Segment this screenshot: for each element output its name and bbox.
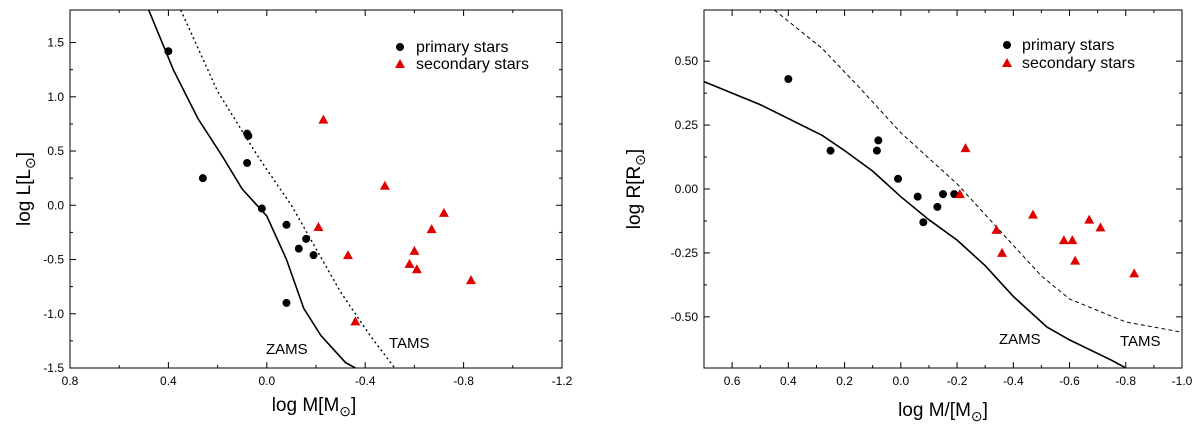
- y-tick-label: 0.50: [675, 54, 699, 68]
- secondary-star-point: [991, 224, 1002, 234]
- primary-star-point: [302, 234, 311, 243]
- left-legend-primary-marker: [396, 43, 404, 51]
- left-legend-primary-label: primary stars: [416, 39, 508, 56]
- x-tick-label: -0.4: [355, 374, 376, 388]
- y-tick-label: 0.5: [47, 144, 64, 158]
- left-tams-label: TAMS: [389, 335, 430, 352]
- primary-star-point: [164, 47, 173, 56]
- right-ticks: 0.6 0.4 0.2 0.0 -0.2 -0.4 -0.6 -0.8 -1.0 0.50 0.25…: [671, 10, 1193, 388]
- right-legend-secondary-label: secondary stars: [1022, 55, 1135, 72]
- secondary-star-point: [318, 114, 329, 124]
- x-tick-label: -0.8: [1115, 374, 1136, 388]
- x-tick-label: 0.4: [160, 374, 177, 388]
- x-tick-label: 0.0: [892, 374, 909, 388]
- y-tick-label: -1.5: [43, 361, 64, 375]
- x-tick-label: -1.0: [1172, 374, 1193, 388]
- secondary-star-point: [411, 264, 422, 274]
- primary-star-point: [257, 204, 266, 213]
- right-legend-primary-marker: [1003, 41, 1011, 49]
- right-zams-curve: [704, 80, 1127, 368]
- secondary-star-point: [1095, 222, 1106, 232]
- secondary-star-point: [1070, 255, 1081, 265]
- primary-star-point: [243, 158, 252, 167]
- x-tick-label: 0.2: [836, 374, 853, 388]
- secondary-star-point: [997, 247, 1008, 257]
- y-tick-label: -0.50: [671, 310, 699, 324]
- primary-star-point: [874, 136, 883, 145]
- primary-star-point: [872, 146, 881, 155]
- secondary-star-point: [1084, 214, 1095, 224]
- left-ticks: 0.8 0.4 0.0 -0.4 -0.8 -1.2 1.5 1.0 0.5 0.0 -0.5 -1.…: [43, 10, 573, 388]
- secondary-star-point: [465, 275, 476, 285]
- x-tick-label: -0.4: [1003, 374, 1024, 388]
- secondary-star-point: [960, 143, 971, 153]
- primary-star-point: [894, 174, 903, 183]
- left-legend-secondary-marker: [395, 59, 405, 68]
- right-tams-curve: [773, 10, 1182, 333]
- left-chart: 0.8 0.4 0.0 -0.4 -0.8 -1.2 1.5 1.0 0.5 0.0 -0.5 -1.…: [14, 9, 573, 419]
- left-x-axis-label: log M[M⊙]: [272, 395, 357, 419]
- secondary-star-point: [313, 221, 324, 231]
- primary-star-point: [933, 202, 942, 211]
- primary-star-point: [939, 190, 947, 199]
- y-tick-label: -1.0: [43, 307, 64, 321]
- primary-star-point: [198, 174, 207, 183]
- primary-star-point: [282, 298, 291, 307]
- x-tick-label: -1.2: [552, 374, 573, 388]
- y-tick-label: 1.5: [47, 36, 64, 50]
- x-tick-label: -0.6: [1059, 374, 1080, 388]
- primary-star-point: [826, 146, 835, 155]
- secondary-star-point: [1129, 268, 1140, 278]
- primary-star-point: [244, 131, 253, 140]
- x-tick-label: -0.8: [453, 374, 474, 388]
- y-tick-label: -0.5: [43, 253, 64, 267]
- primary-star-point: [309, 251, 318, 260]
- left-legend: primary stars secondary stars: [395, 39, 529, 73]
- secondary-star-point: [342, 250, 353, 260]
- y-tick-label: -0.25: [671, 246, 699, 260]
- right-legend-primary-label: primary stars: [1022, 37, 1114, 54]
- secondary-star-point: [426, 224, 437, 234]
- left-zams-curve: [147, 10, 356, 368]
- left-points: [164, 47, 476, 326]
- right-legend-secondary-marker: [1002, 58, 1012, 67]
- y-tick-label: 0.00: [675, 182, 699, 196]
- x-tick-label: -0.2: [947, 374, 968, 388]
- right-tams-label: TAMS: [1120, 333, 1161, 350]
- primary-star-point: [282, 220, 291, 229]
- right-zams-label: ZAMS: [999, 331, 1041, 348]
- primary-star-point: [919, 218, 928, 227]
- left-y-axis-label: log L[L⊙]: [14, 152, 38, 226]
- secondary-star-point: [1067, 235, 1078, 245]
- x-tick-label: 0.8: [62, 374, 79, 388]
- secondary-star-point: [1058, 235, 1069, 245]
- x-tick-label: 0.6: [724, 374, 741, 388]
- secondary-star-point: [350, 316, 361, 326]
- right-x-axis-label: log M/[M⊙]: [898, 400, 988, 424]
- primary-star-point: [913, 192, 922, 201]
- x-tick-label: 0.4: [780, 374, 797, 388]
- x-tick-label: 0.0: [258, 374, 275, 388]
- right-points: [784, 75, 1140, 278]
- secondary-star-point: [379, 180, 390, 190]
- right-legend: primary stars secondary stars: [1002, 37, 1135, 72]
- left-zams-label: ZAMS: [266, 341, 308, 358]
- secondary-star-point: [409, 245, 420, 255]
- primary-star-point: [294, 244, 303, 253]
- left-legend-secondary-label: secondary stars: [416, 56, 529, 73]
- right-y-axis-label: log R[R⊙]: [624, 149, 648, 229]
- y-tick-label: 0.0: [47, 198, 64, 212]
- secondary-star-point: [438, 207, 449, 217]
- left-tams-curve: [180, 10, 396, 368]
- y-tick-label: 1.0: [47, 90, 64, 104]
- y-tick-label: 0.25: [675, 118, 699, 132]
- secondary-star-point: [954, 189, 965, 199]
- right-chart: 0.6 0.4 0.2 0.0 -0.2 -0.4 -0.6 -0.8 -1.0 0.50 0.25…: [624, 9, 1193, 424]
- secondary-star-point: [404, 258, 415, 268]
- secondary-star-point: [1027, 209, 1038, 219]
- primary-star-point: [784, 75, 793, 84]
